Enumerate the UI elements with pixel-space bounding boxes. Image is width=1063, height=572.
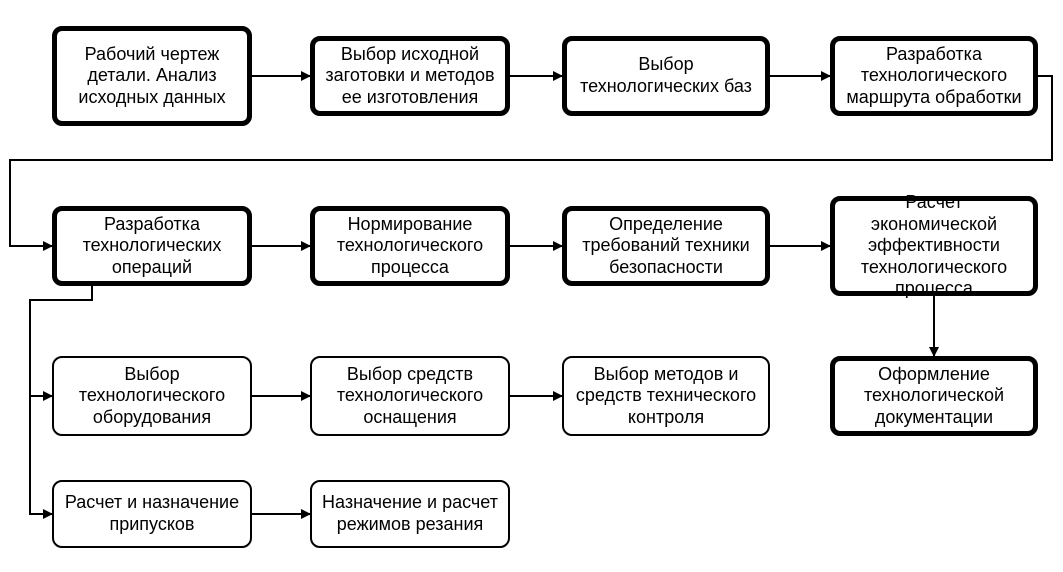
node-label: Определение требований техники безопасно…: [575, 214, 757, 279]
flowchart-node-n14: Назначение и расчет режимов резания: [310, 480, 510, 548]
node-label: Разработка технологических операций: [65, 214, 239, 279]
flowchart-node-n7: Определение требований техники безопасно…: [562, 206, 770, 286]
node-label: Оформление технологической документации: [843, 364, 1025, 429]
flowchart-node-n6: Нормирование технологического процесса: [310, 206, 510, 286]
flowchart-node-n2: Выбор исходной заготовки и методов ее из…: [310, 36, 510, 116]
node-label: Выбор исходной заготовки и методов ее из…: [323, 44, 497, 109]
flowchart-node-n13: Расчет и назначение припусков: [52, 480, 252, 548]
node-label: Рабочий чертеж детали. Анализ исходных д…: [65, 44, 239, 109]
node-label: Нормирование технологического процесса: [323, 214, 497, 279]
node-label: Выбор технологического оборудования: [62, 364, 242, 429]
flowchart-node-n11: Выбор методов и средств технического кон…: [562, 356, 770, 436]
node-label: Выбор технологических баз: [575, 54, 757, 97]
node-label: Расчет и назначение припусков: [62, 492, 242, 535]
flowchart-node-n4: Разработка технологического маршрута обр…: [830, 36, 1038, 116]
flowchart-node-n1: Рабочий чертеж детали. Анализ исходных д…: [52, 26, 252, 126]
flowchart-node-n12: Оформление технологической документации: [830, 356, 1038, 436]
flowchart-node-n5: Разработка технологических операций: [52, 206, 252, 286]
node-label: Расчет экономической эффективности техно…: [843, 192, 1025, 300]
node-label: Выбор средств технологического оснащения: [320, 364, 500, 429]
flowchart-node-n9: Выбор технологического оборудования: [52, 356, 252, 436]
node-label: Выбор методов и средств технического кон…: [572, 364, 760, 429]
node-label: Назначение и расчет режимов резания: [320, 492, 500, 535]
flowchart-node-n3: Выбор технологических баз: [562, 36, 770, 116]
node-label: Разработка технологического маршрута обр…: [843, 44, 1025, 109]
flowchart-canvas: Рабочий чертеж детали. Анализ исходных д…: [0, 0, 1063, 572]
flowchart-node-n8: Расчет экономической эффективности техно…: [830, 196, 1038, 296]
flowchart-node-n10: Выбор средств технологического оснащения: [310, 356, 510, 436]
